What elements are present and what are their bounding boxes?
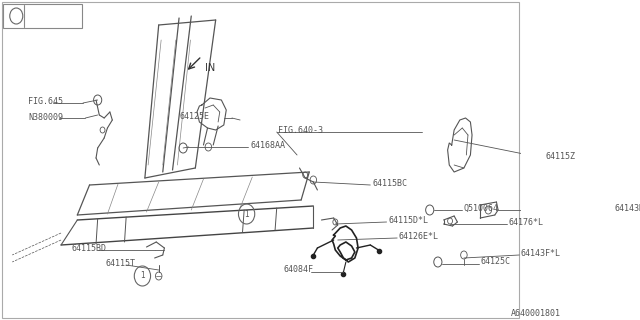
Text: 64176*L: 64176*L bbox=[509, 218, 543, 227]
Text: 64125E: 64125E bbox=[180, 111, 210, 121]
Text: 1: 1 bbox=[244, 210, 249, 219]
Text: 64115Z: 64115Z bbox=[545, 151, 575, 161]
Text: A640001801: A640001801 bbox=[511, 308, 561, 317]
Text: 64143H: 64143H bbox=[614, 204, 640, 212]
Text: 64126E*L: 64126E*L bbox=[399, 231, 439, 241]
Text: 64084F: 64084F bbox=[284, 266, 313, 275]
Text: 64143F*L: 64143F*L bbox=[521, 249, 561, 258]
Text: FIG.640-3: FIG.640-3 bbox=[278, 125, 323, 134]
Text: 64125C: 64125C bbox=[480, 258, 510, 267]
Text: IN: IN bbox=[205, 63, 215, 73]
Text: Q510064: Q510064 bbox=[464, 204, 499, 212]
Text: Q710007: Q710007 bbox=[27, 12, 65, 20]
Text: FIG.645: FIG.645 bbox=[29, 97, 63, 106]
Text: 64115D*L: 64115D*L bbox=[388, 215, 428, 225]
Text: 1: 1 bbox=[140, 271, 145, 281]
FancyBboxPatch shape bbox=[3, 4, 82, 28]
Text: N380009: N380009 bbox=[29, 113, 63, 122]
Text: 1: 1 bbox=[14, 12, 19, 20]
Text: 64168AA: 64168AA bbox=[251, 140, 285, 149]
Text: 64115T: 64115T bbox=[106, 259, 136, 268]
Text: 64115BD: 64115BD bbox=[72, 244, 107, 252]
Text: 64115BC: 64115BC bbox=[372, 179, 408, 188]
